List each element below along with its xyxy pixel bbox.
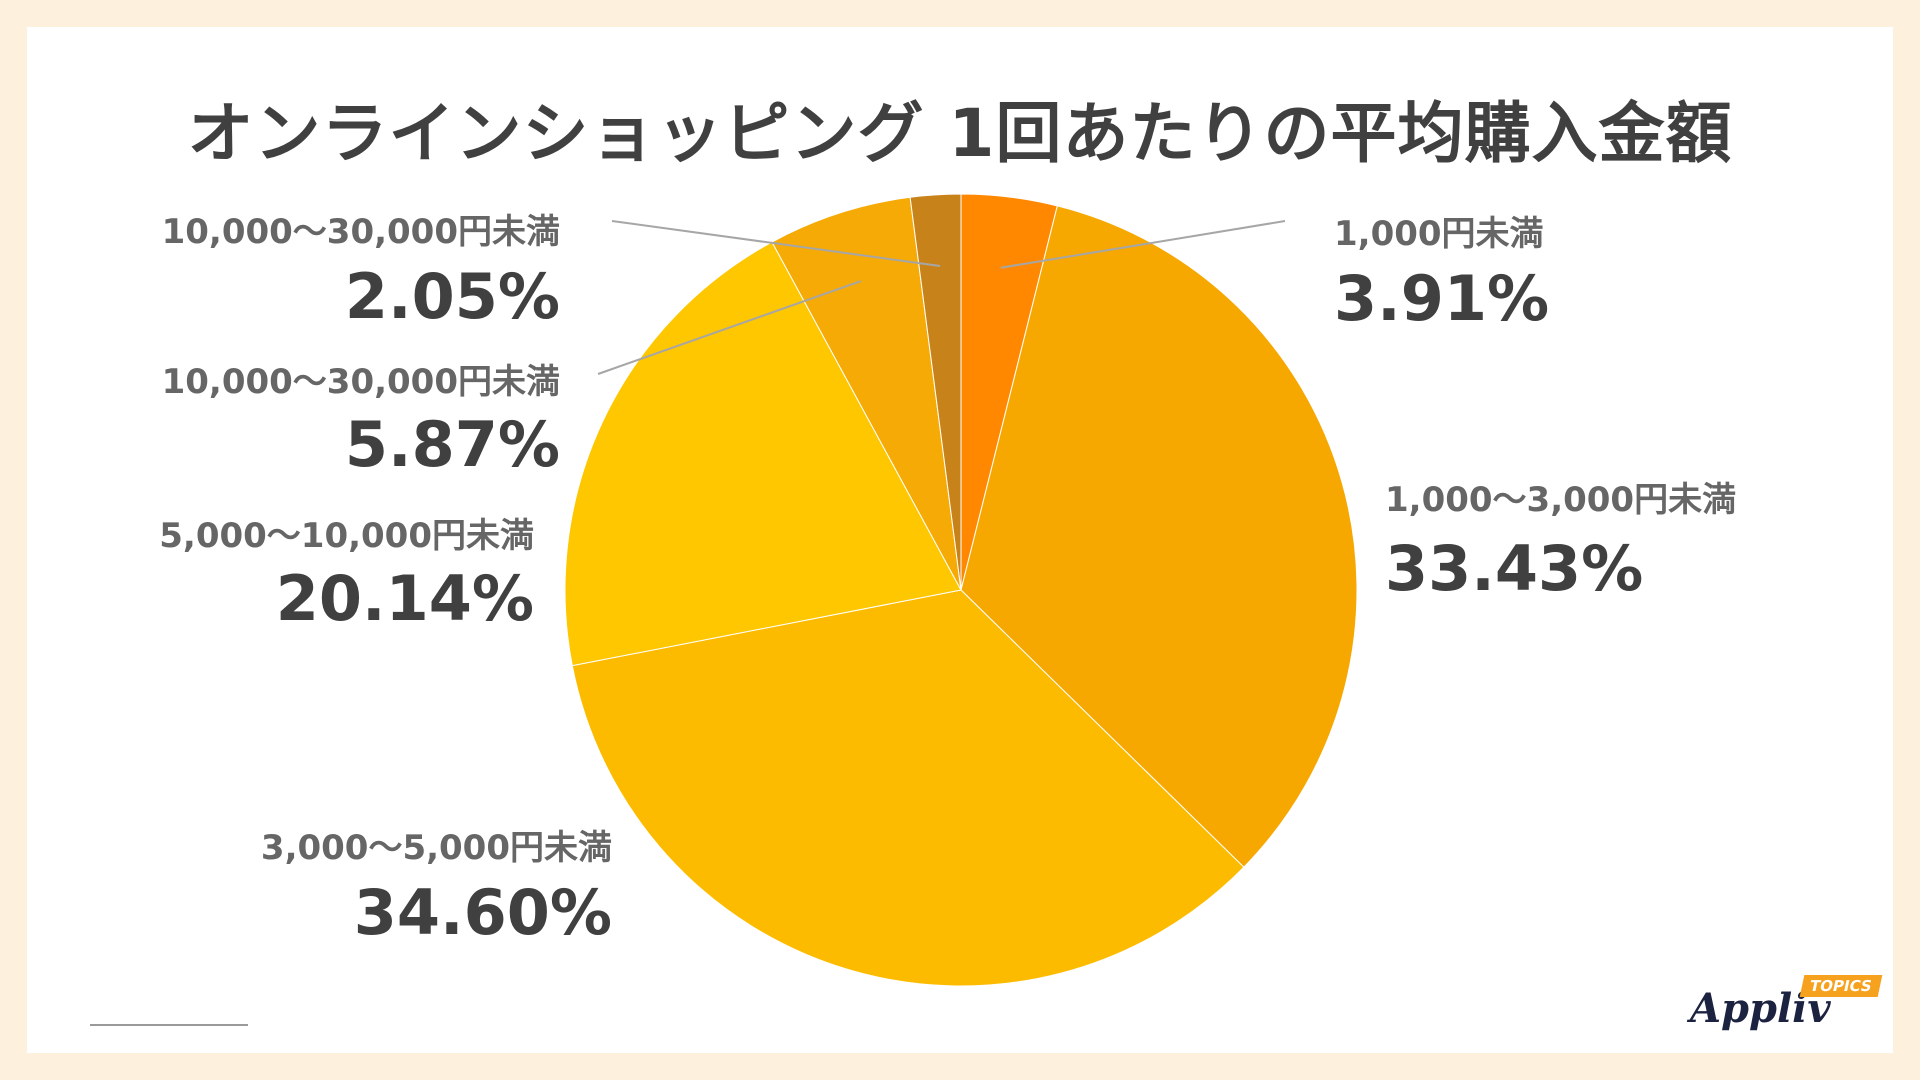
slice-value-0: 3.91% [1334,262,1550,335]
applivtopics-logo: Appliv TOPICS [1690,975,1890,1035]
slice-label-2: 3,000〜5,000円未満 [260,828,612,868]
slice-value-5: 2.05% [344,260,560,333]
slice-label-0: 1,000円未満 [1334,214,1544,254]
leader-line-5 [611,220,941,267]
slice-label-5: 10,000〜30,000円未満 [161,212,560,252]
leader-line-0 [1000,220,1286,269]
leader-line-4 [597,280,862,375]
slice-value-2: 34.60% [353,876,612,949]
slice-value-4: 5.87% [344,408,560,481]
chart-title: オンラインショッピング 1回あたりの平均購入金額 [187,95,1733,172]
footer-divider [90,1024,248,1026]
logo-tag: TOPICS [1799,975,1882,997]
pie-slice-2 [571,589,1245,987]
slice-value-3: 20.14% [275,562,534,635]
pie-slice-1 [960,205,1358,868]
slice-label-4: 10,000〜30,000円未満 [161,362,560,402]
slice-value-1: 33.43% [1385,532,1644,605]
slice-label-3: 5,000〜10,000円未満 [159,516,534,556]
pie-slice-5 [909,193,962,591]
slice-label-1: 1,000〜3,000円未満 [1385,480,1737,520]
pie-slice-3 [564,241,962,667]
